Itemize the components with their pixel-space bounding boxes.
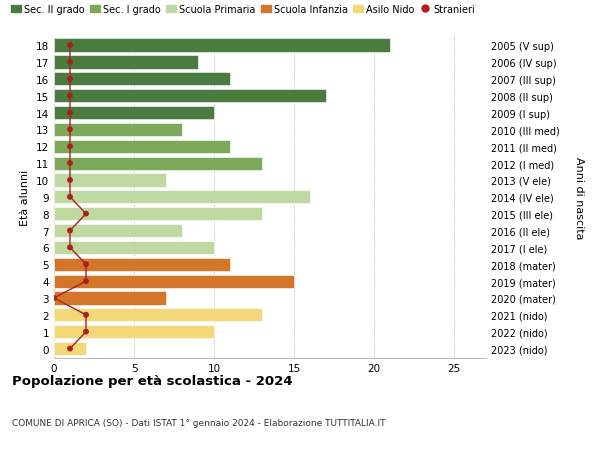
Bar [54, 325, 214, 338]
Point [65, 194, 75, 201]
Bar [54, 258, 230, 271]
Point [65, 244, 75, 252]
Bar [54, 275, 294, 288]
Bar [54, 174, 166, 187]
Legend: Sec. II grado, Sec. I grado, Scuola Primaria, Scuola Infanzia, Asilo Nido, Stran: Sec. II grado, Sec. I grado, Scuola Prim… [11, 5, 475, 15]
Bar [54, 308, 262, 322]
Point [81, 328, 91, 336]
Point [65, 42, 75, 50]
Bar [54, 342, 86, 355]
Point [81, 278, 91, 285]
Point [65, 126, 75, 134]
Bar [54, 90, 326, 103]
Bar [54, 157, 262, 170]
Bar [54, 106, 214, 120]
Point [65, 227, 75, 235]
Y-axis label: Età alunni: Età alunni [20, 169, 31, 225]
Bar [54, 73, 230, 86]
Text: COMUNE DI APRICA (SO) - Dati ISTAT 1° gennaio 2024 - Elaborazione TUTTITALIA.IT: COMUNE DI APRICA (SO) - Dati ISTAT 1° ge… [12, 418, 386, 427]
Text: Popolazione per età scolastica - 2024: Popolazione per età scolastica - 2024 [12, 374, 293, 387]
Bar [54, 191, 310, 204]
Bar [54, 292, 166, 305]
Point [81, 211, 91, 218]
Bar [54, 140, 230, 153]
Point [65, 177, 75, 184]
Point [81, 261, 91, 269]
Bar [54, 224, 182, 238]
Y-axis label: Anni di nascita: Anni di nascita [574, 156, 584, 239]
Point [65, 345, 75, 353]
Point [65, 110, 75, 117]
Bar [54, 39, 390, 52]
Bar [54, 56, 198, 69]
Point [49, 295, 59, 302]
Point [65, 93, 75, 100]
Point [65, 143, 75, 151]
Point [81, 312, 91, 319]
Point [65, 160, 75, 168]
Bar [54, 207, 262, 221]
Bar [54, 123, 182, 137]
Bar [54, 241, 214, 254]
Point [65, 59, 75, 67]
Point [65, 76, 75, 83]
